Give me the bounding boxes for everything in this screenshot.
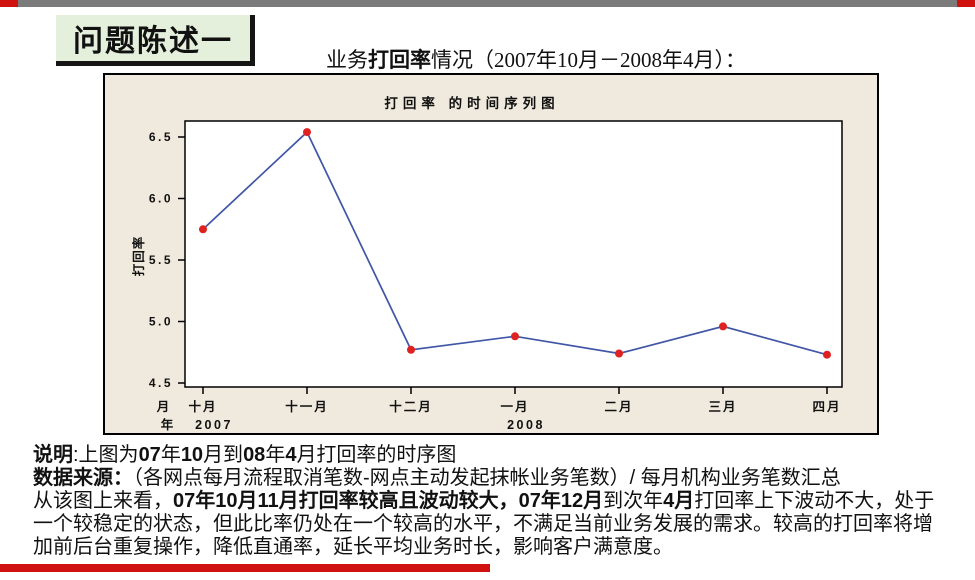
data-point [407,345,415,354]
note-text-segment: 月到 [203,444,244,466]
data-point [199,225,207,234]
x-tick-label: 二月 [604,400,633,414]
notes: 说明:上图为07年10月到08年4月打回率的时序图 数据来源：（各网点每月流程取消… [33,444,951,559]
data-point [303,128,311,137]
note-text-segment: 打回率上下波动不大，处于一个较稳定的状态，但此比率仍处在一个较高的水平，不满足当… [33,490,935,558]
note-text-segment: 说明 [33,444,73,466]
y-tick-label: 6.5 [149,130,173,144]
y-axis-title: 打回率 [131,236,146,277]
top-bar-gray-rule [18,0,957,7]
chart-svg: 打回率 的时间序列图 4.5 5.0 5.5 6.0 6.5 十月 十一月 十二月 一月 二月 三月 四… [131,95,843,432]
x-tick-label: 一月 [500,400,529,414]
x-axis-month-row-label: 月 [156,400,170,414]
section-title-box: 问题陈述一 [56,15,255,66]
y-tick-label: 5.5 [149,253,173,267]
note-text-segment: 07年10月11月打回率较高且波动较大， [173,490,519,512]
heading-text: 业务 [326,48,368,72]
top-bar-right-red-cap [957,0,975,7]
top-bar-left-red-cap [0,0,18,7]
note-line: 从该图上来看，07年10月11月打回率较高且波动较大，07年12月到次年4月打回… [33,490,951,559]
note-text-segment: 月打回率的时序图 [296,444,457,466]
note-line: 数据来源：（各网点每月流程取消笔数-网点主动发起抹帐业务笔数）/ 每月机构业务笔… [33,467,951,490]
x-tick-label: 四月 [812,400,841,414]
chart-title: 打回率 的时间序列图 [384,95,559,111]
note-text-segment: 到次年 [603,490,664,512]
note-text-segment: 从该图上来看， [33,490,173,512]
heading-emph-text: 打回率 [368,48,431,72]
x-tick-label: 十一月 [285,399,329,414]
note-text-segment: :上图为 [73,444,139,466]
year-tick-label: 2008 [507,418,545,432]
time-series-chart-panel: 打回率 的时间序列图 4.5 5.0 5.5 6.0 6.5 十月 十一月 十二月 一月 二月 三月 四… [103,73,879,435]
section-title: 问题陈述一 [73,25,233,58]
year-tick-label: 2007 [195,418,233,432]
note-text-segment: 4 [285,444,297,466]
chart-heading: 业务打回率情况（2007年10月－2008年4月）： [326,44,746,74]
data-point [823,350,831,359]
note-text-segment: 4月 [663,490,695,512]
data-point [615,349,623,358]
note-text-segment: 10 [180,444,204,466]
heading-text: 情况（2007年10月－2008年4月）： [431,48,746,72]
note-text-segment: （各网点每月流程取消笔数-网点主动发起抹帐业务笔数）/ 每月机构业务笔数汇总 [133,467,841,489]
note-text-segment: 07年12月 [518,490,604,512]
note-text-segment: 年 [160,444,181,466]
x-tick-label: 十月 [188,399,217,414]
note-line: 说明:上图为07年10月到08年4月打回率的时序图 [33,444,951,467]
data-point [719,322,727,331]
y-tick-label: 4.5 [149,376,173,390]
x-tick-label: 十二月 [389,399,433,414]
plot-area [184,120,843,388]
bottom-red-bar [0,564,490,572]
data-point [511,332,519,341]
note-text-segment: 年 [265,444,286,466]
note-text-segment: 数据来源： [33,467,133,489]
x-tick-label: 三月 [708,400,737,414]
y-tick-label: 6.0 [149,192,173,206]
x-axis-year-row-label: 年 [161,417,174,432]
top-divider-bar [0,0,975,7]
note-text-segment: 08 [243,444,266,466]
y-tick-label: 5.0 [149,315,173,329]
note-text-segment: 07 [138,444,161,466]
